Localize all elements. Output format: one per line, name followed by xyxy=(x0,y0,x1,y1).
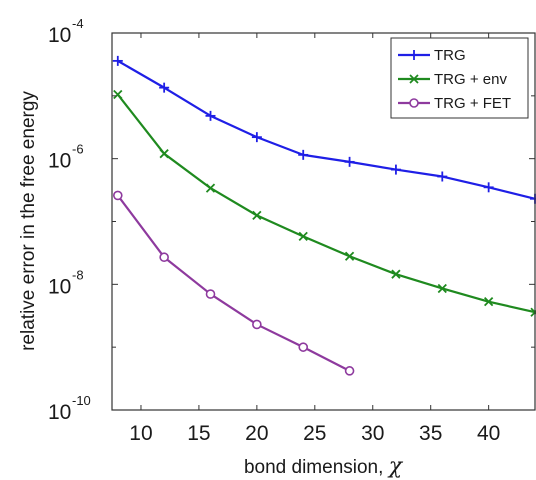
x-tick-label: 30 xyxy=(361,422,384,445)
x-axis-label-symbol: χ xyxy=(387,454,404,479)
legend-label-trg-env: TRG + env xyxy=(434,71,507,88)
data-point-trg-env xyxy=(113,89,123,100)
y-tick-label-base: 10 xyxy=(48,24,71,47)
data-point-trg xyxy=(483,182,494,193)
data-point-trg xyxy=(298,149,309,160)
marker-stroke xyxy=(391,269,401,279)
y-tick-label-base: 10 xyxy=(48,401,71,424)
legend-label-trg: TRG xyxy=(434,47,466,64)
data-point-trg-env xyxy=(205,183,216,193)
data-point-trg xyxy=(205,110,216,121)
data-point-trg-fet xyxy=(252,319,262,330)
data-point-trg-env xyxy=(159,149,169,159)
data-point-trg-env xyxy=(252,210,262,221)
data-point-trg-env xyxy=(344,251,355,261)
marker-stroke xyxy=(437,283,447,294)
x-axis-label: bond dimension, χ xyxy=(244,454,404,479)
y-tick-label-exponent: -10 xyxy=(72,393,91,408)
data-point-trg xyxy=(159,82,170,93)
legend-marker-trg-env xyxy=(409,74,419,84)
marker-stroke xyxy=(252,210,262,221)
x-tick-label: 15 xyxy=(187,422,210,445)
legend-marker-trg-fet xyxy=(409,98,419,108)
data-point-trg xyxy=(251,132,262,143)
series-trg-fet xyxy=(112,190,355,376)
data-point-trg-env xyxy=(391,269,401,279)
marker-stroke xyxy=(205,183,216,193)
y-tick-label-base: 10 xyxy=(48,275,71,298)
series-line-trg-env xyxy=(116,93,536,314)
x-axis-label-text: bond dimension, xyxy=(244,457,389,478)
marker-stroke xyxy=(344,251,355,261)
chart-marks xyxy=(112,55,536,376)
x-tick-label: 20 xyxy=(245,422,268,445)
data-point-trg-fet xyxy=(112,190,123,201)
marker-stroke xyxy=(159,149,169,159)
data-point-trg-env xyxy=(298,231,308,242)
data-point-trg-fet xyxy=(298,342,309,352)
data-point-trg xyxy=(344,156,355,167)
legend-marker-trg xyxy=(409,50,419,60)
data-point-trg xyxy=(112,55,123,66)
marker-stroke xyxy=(113,89,123,100)
series-trg xyxy=(112,55,536,204)
data-point-trg-fet xyxy=(205,289,216,299)
x-tick-label: 40 xyxy=(477,422,500,445)
data-point-trg-fet xyxy=(159,252,169,263)
y-tick-label-base: 10 xyxy=(48,150,71,173)
data-point-trg xyxy=(390,164,401,175)
marker-stroke xyxy=(484,297,494,307)
data-point-trg-env xyxy=(484,297,494,307)
series-line-trg xyxy=(117,59,536,200)
x-tick-label: 25 xyxy=(303,422,326,445)
marker-stroke xyxy=(298,231,308,242)
series-trg-env xyxy=(113,89,536,317)
series-line-trg-fet xyxy=(116,194,351,372)
y-tick-label-exponent: -4 xyxy=(72,16,84,31)
data-point-trg-fet xyxy=(344,366,355,376)
data-point-trg xyxy=(437,171,448,182)
y-tick-label-exponent: -8 xyxy=(72,267,84,282)
legend: TRG TRG + env TRG + FET xyxy=(390,37,529,119)
marker-stroke xyxy=(409,74,419,84)
y-tick-label-exponent: -6 xyxy=(72,142,84,157)
y-axis-label: relative error in the free energy xyxy=(18,91,39,351)
data-point-trg-env xyxy=(437,283,447,294)
x-tick-label: 10 xyxy=(129,422,152,445)
legend-label-trg-fet: TRG + FET xyxy=(434,95,511,112)
x-tick-label: 35 xyxy=(419,422,442,445)
